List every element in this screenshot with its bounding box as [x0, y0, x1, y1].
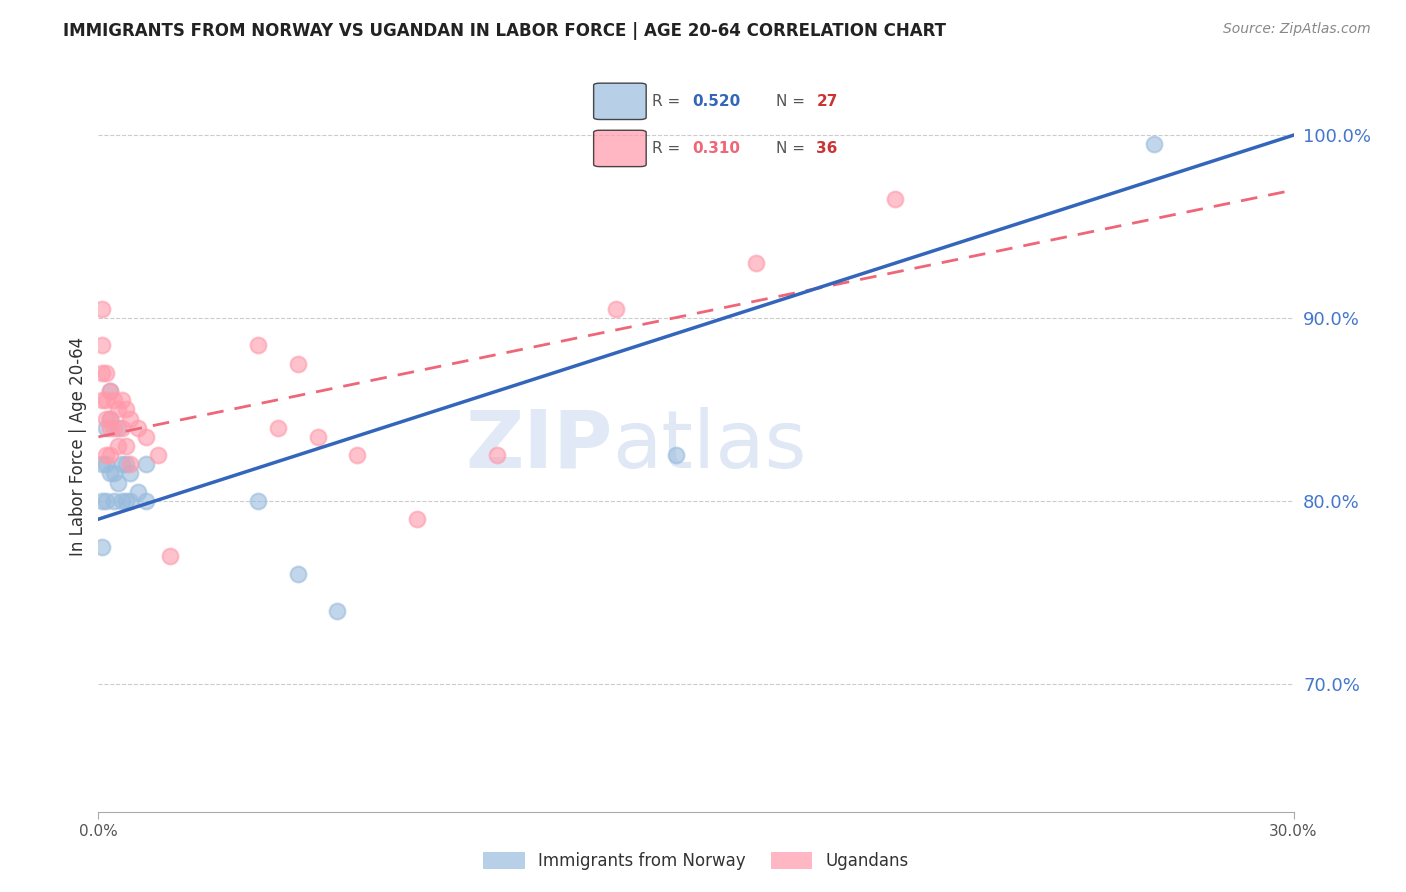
Point [115, 458, 138, 472]
Point [127, 484, 149, 499]
Point [135, 493, 157, 508]
Text: N =: N = [776, 141, 810, 156]
Point [267, 420, 290, 434]
Text: 0.520: 0.520 [693, 94, 741, 109]
Point [103, 420, 125, 434]
Point [96, 420, 118, 434]
Legend: Immigrants from Norway, Ugandans: Immigrants from Norway, Ugandans [477, 845, 915, 877]
Point [605, 301, 627, 316]
Point [115, 493, 138, 508]
Point [111, 493, 134, 508]
Point [100, 467, 122, 481]
Point [91, 366, 114, 380]
Point [406, 512, 429, 526]
Point [745, 256, 768, 270]
Point [96, 448, 118, 462]
Point [107, 420, 129, 434]
Point [884, 192, 907, 206]
Point [307, 430, 329, 444]
Y-axis label: In Labor Force | Age 20-64: In Labor Force | Age 20-64 [69, 336, 87, 556]
Text: R =: R = [652, 141, 686, 156]
Point [135, 430, 157, 444]
Text: atlas: atlas [613, 407, 807, 485]
Point [103, 393, 125, 408]
Point [346, 448, 368, 462]
Point [485, 448, 508, 462]
Point [120, 411, 142, 425]
Point [100, 411, 122, 425]
Point [96, 493, 118, 508]
Point [100, 420, 122, 434]
Point [120, 493, 142, 508]
Point [96, 411, 118, 425]
Text: IMMIGRANTS FROM NORWAY VS UGANDAN IN LABOR FORCE | AGE 20-64 CORRELATION CHART: IMMIGRANTS FROM NORWAY VS UGANDAN IN LAB… [63, 22, 946, 40]
Point [111, 420, 134, 434]
Point [120, 467, 142, 481]
Point [1143, 137, 1166, 152]
Point [120, 458, 142, 472]
Point [100, 448, 122, 462]
Point [111, 458, 134, 472]
Point [100, 411, 122, 425]
Text: Source: ZipAtlas.com: Source: ZipAtlas.com [1223, 22, 1371, 37]
Point [100, 384, 122, 398]
Text: 27: 27 [817, 94, 838, 109]
Point [159, 549, 181, 563]
Point [96, 458, 118, 472]
Point [91, 540, 114, 554]
Text: N =: N = [776, 94, 810, 109]
FancyBboxPatch shape [593, 83, 647, 120]
Point [107, 475, 129, 490]
Point [107, 402, 129, 417]
Point [127, 420, 149, 434]
Text: 0.310: 0.310 [693, 141, 741, 156]
Point [287, 357, 309, 371]
Point [246, 338, 269, 352]
Point [115, 439, 138, 453]
Point [91, 493, 114, 508]
Point [326, 603, 349, 617]
Point [91, 393, 114, 408]
Text: ZIP: ZIP [465, 407, 613, 485]
Point [665, 448, 688, 462]
Point [148, 448, 170, 462]
Text: R =: R = [652, 94, 686, 109]
Point [103, 493, 125, 508]
FancyBboxPatch shape [593, 130, 647, 167]
Point [91, 301, 114, 316]
Point [135, 458, 157, 472]
Point [96, 366, 118, 380]
Point [100, 384, 122, 398]
Point [107, 439, 129, 453]
Point [246, 493, 269, 508]
Point [91, 458, 114, 472]
Point [111, 393, 134, 408]
Point [96, 393, 118, 408]
Point [91, 338, 114, 352]
Text: 36: 36 [817, 141, 838, 156]
Point [115, 402, 138, 417]
Point [103, 467, 125, 481]
Point [287, 567, 309, 582]
